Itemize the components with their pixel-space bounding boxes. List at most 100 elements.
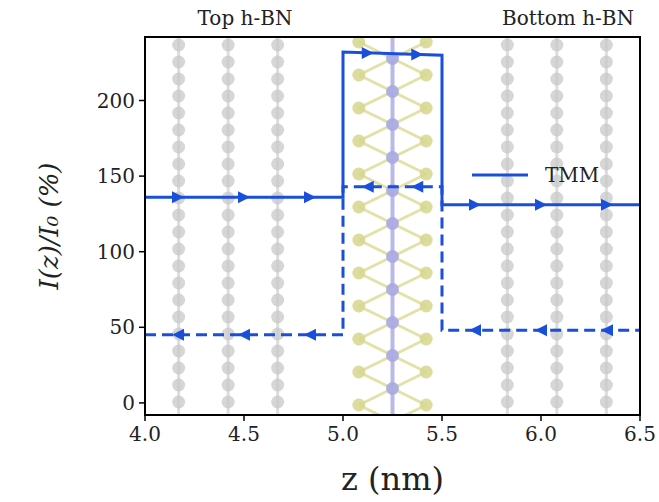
direction-arrow [601,199,613,211]
atom [271,90,284,103]
atom [222,73,235,86]
atom [600,124,613,137]
chalcogen-atom [420,135,433,148]
x-tick-label: 4.0 [129,422,161,446]
atom [550,141,563,154]
atom [501,379,514,392]
atom [550,124,563,137]
atom [222,243,235,256]
atom [172,311,185,324]
atom [600,294,613,307]
chalcogen-atom [352,201,365,214]
atom [271,107,284,120]
atom [501,345,514,358]
direction-arrow [304,191,316,203]
metal-atom [386,382,399,395]
x-tick [144,415,146,421]
atom [550,260,563,273]
atom [222,90,235,103]
atom [271,175,284,188]
chalcogen-atom [420,267,433,280]
atom [550,311,563,324]
atom [271,226,284,239]
atom [271,243,284,256]
atom [172,107,185,120]
atom [600,209,613,222]
chalcogen-atom [420,168,433,181]
atom [222,209,235,222]
y-tick [139,175,145,177]
atom [600,39,613,52]
direction-arrow [469,324,481,336]
atom [271,260,284,273]
atom [172,141,185,154]
atom [550,345,563,358]
x-tick [441,415,443,421]
atom [550,277,563,290]
x-axis-label: z (nm) [341,460,444,498]
atom [271,141,284,154]
chalcogen-atom [420,69,433,82]
atom [271,73,284,86]
atom [172,379,185,392]
metal-atom [386,349,399,362]
atom [600,90,613,103]
atom [271,396,284,409]
y-tick-label: 150 [97,164,135,188]
direction-arrow [469,199,481,211]
chalcogen-atom [420,333,433,346]
metal-atom [386,85,399,98]
x-tick [342,415,344,421]
atom [600,107,613,120]
chalcogen-atom [352,267,365,280]
atom [222,141,235,154]
atom [550,56,563,69]
atom [172,396,185,409]
legend: TMM [472,163,599,187]
chalcogen-atom [352,300,365,313]
frame [145,37,640,415]
atom [501,260,514,273]
chalcogen-atom [352,135,365,148]
y-tick-label: 50 [110,315,135,339]
data [145,47,640,341]
y-tick-label: 0 [122,391,135,415]
x-tick [540,415,542,421]
metal-atom [386,151,399,164]
metal-atom [386,217,399,230]
metal-atom [386,118,399,131]
x-tick-label: 4.5 [228,422,260,446]
atom [600,379,613,392]
chalcogen-atom [352,37,365,49]
atom [172,158,185,171]
atom [550,226,563,239]
legend-label: TMM [545,163,599,187]
atom [172,362,185,375]
atom [172,345,185,358]
atom [501,192,514,205]
atom [172,294,185,307]
atom [271,311,284,324]
atom [222,260,235,273]
atom [172,226,185,239]
atom [271,277,284,290]
atom [501,226,514,239]
atom [600,260,613,273]
y-tick [139,327,145,329]
atom [600,226,613,239]
line [145,52,640,205]
chalcogen-atom [420,37,433,49]
line [145,187,640,335]
atom [550,192,563,205]
atom [222,396,235,409]
x-tick-label: 5.5 [426,422,458,446]
annotation: Bottom h-BN [502,6,634,30]
atom [550,294,563,307]
chalcogen-atom [352,102,365,115]
atom [222,124,235,137]
chalcogen-atom [420,366,433,379]
atom [550,243,563,256]
atom [600,141,613,154]
atom [501,107,514,120]
chalcogen-atom [352,234,365,247]
